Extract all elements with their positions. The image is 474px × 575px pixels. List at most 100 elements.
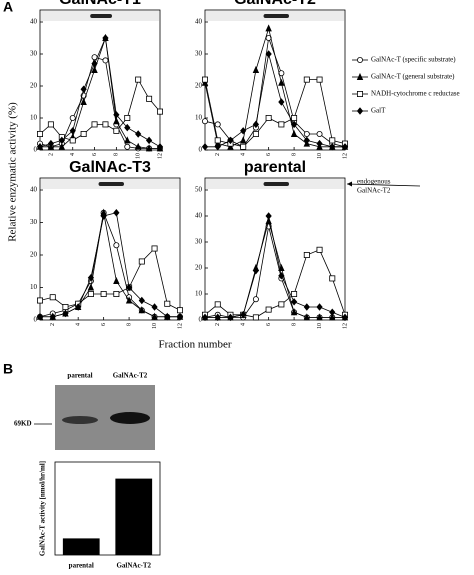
blot-lane-label: parental [67, 372, 92, 380]
marker [100, 212, 107, 220]
marker [145, 144, 153, 152]
marker [316, 139, 323, 148]
marker [87, 290, 94, 297]
marker [239, 136, 247, 144]
x-tick-label: 2 [50, 323, 56, 326]
marker [201, 76, 208, 83]
marker [290, 308, 298, 316]
marker [135, 130, 142, 138]
x-tick-label: 8 [114, 153, 120, 156]
marker [156, 143, 164, 151]
marker [303, 303, 310, 311]
x-tick-label: 6 [266, 323, 272, 326]
marker [69, 127, 76, 135]
x-tick-label: 4 [241, 153, 247, 156]
marker [252, 314, 259, 321]
x-tick-label: 12 [157, 153, 163, 159]
x-tick-label: 6 [92, 153, 98, 156]
marker [124, 123, 131, 132]
marker [252, 120, 260, 129]
marker [135, 76, 142, 83]
marker [47, 121, 54, 128]
marker [151, 312, 158, 320]
legend-marker [356, 72, 364, 80]
y-tick-label: 0 [34, 146, 38, 154]
chart-title: GalNAc-T2 [234, 0, 316, 8]
marker [252, 65, 260, 73]
marker [146, 95, 153, 102]
marker [113, 290, 120, 297]
legend-marker [356, 57, 363, 64]
marker [291, 290, 298, 297]
marker [37, 130, 44, 137]
x-tick-label: 4 [76, 323, 82, 326]
legend-label: GalNAc-T (general substrate) [371, 73, 455, 81]
marker [240, 311, 247, 319]
plot-frame [39, 9, 161, 151]
y-tick-label: 20 [30, 82, 38, 90]
plot-frame [39, 177, 181, 321]
marker [124, 115, 131, 122]
annotation: GalNAc-T2 [357, 187, 391, 195]
marker [36, 143, 44, 151]
series-line [204, 79, 346, 148]
marker [214, 121, 221, 128]
marker [265, 306, 272, 313]
series-line [205, 219, 345, 318]
marker [329, 313, 336, 321]
marker [278, 121, 285, 128]
marker [303, 136, 310, 145]
marker [102, 34, 109, 42]
marker [69, 137, 76, 144]
marker [201, 118, 208, 125]
marker [265, 212, 272, 220]
marker [156, 108, 163, 115]
x-tick-label: 12 [342, 323, 348, 329]
marker [214, 313, 221, 322]
y-tick-label: 20 [195, 82, 203, 90]
marker [214, 143, 221, 151]
marker [316, 76, 323, 83]
marker [341, 143, 349, 151]
marker [164, 313, 171, 321]
blot-band [62, 416, 98, 424]
series-line [205, 215, 346, 318]
marker [49, 313, 56, 321]
marker [252, 266, 260, 275]
marker [36, 313, 44, 321]
marker [329, 308, 336, 316]
marker [278, 301, 285, 308]
x-tick-label: 2 [215, 153, 221, 156]
legend-label: NADH-cytochrome c reductase [371, 90, 460, 98]
blot-band [110, 412, 150, 424]
marker [316, 246, 323, 253]
y-tick-label: 10 [30, 283, 38, 291]
marker [134, 142, 142, 150]
marker [290, 129, 298, 137]
x-tick-label: 4 [70, 153, 76, 156]
marker [329, 137, 336, 144]
marker [227, 136, 234, 145]
plot-frame [54, 461, 161, 556]
marker [49, 294, 56, 301]
annotation-arrowhead [347, 181, 352, 187]
y-tick-label: 10 [195, 114, 203, 122]
marker [151, 303, 158, 311]
marker [316, 130, 323, 137]
marker [201, 143, 209, 151]
marker [278, 98, 285, 106]
marker [303, 76, 310, 83]
annotation: endogenous [357, 178, 391, 186]
bar [115, 478, 153, 555]
y-tick-label: 20 [30, 251, 38, 259]
marker [214, 301, 221, 308]
marker [291, 115, 298, 122]
x-tick-label: 2 [48, 153, 54, 156]
legend-label: GalNAc-T (specific substrate) [371, 56, 456, 64]
x-axis-label: Fraction number [158, 339, 231, 351]
blot-band [263, 182, 289, 186]
x-tick-label: 10 [152, 323, 158, 329]
blot-marker-label: 69KD [14, 420, 32, 428]
bar [62, 538, 100, 555]
marker [176, 313, 184, 321]
